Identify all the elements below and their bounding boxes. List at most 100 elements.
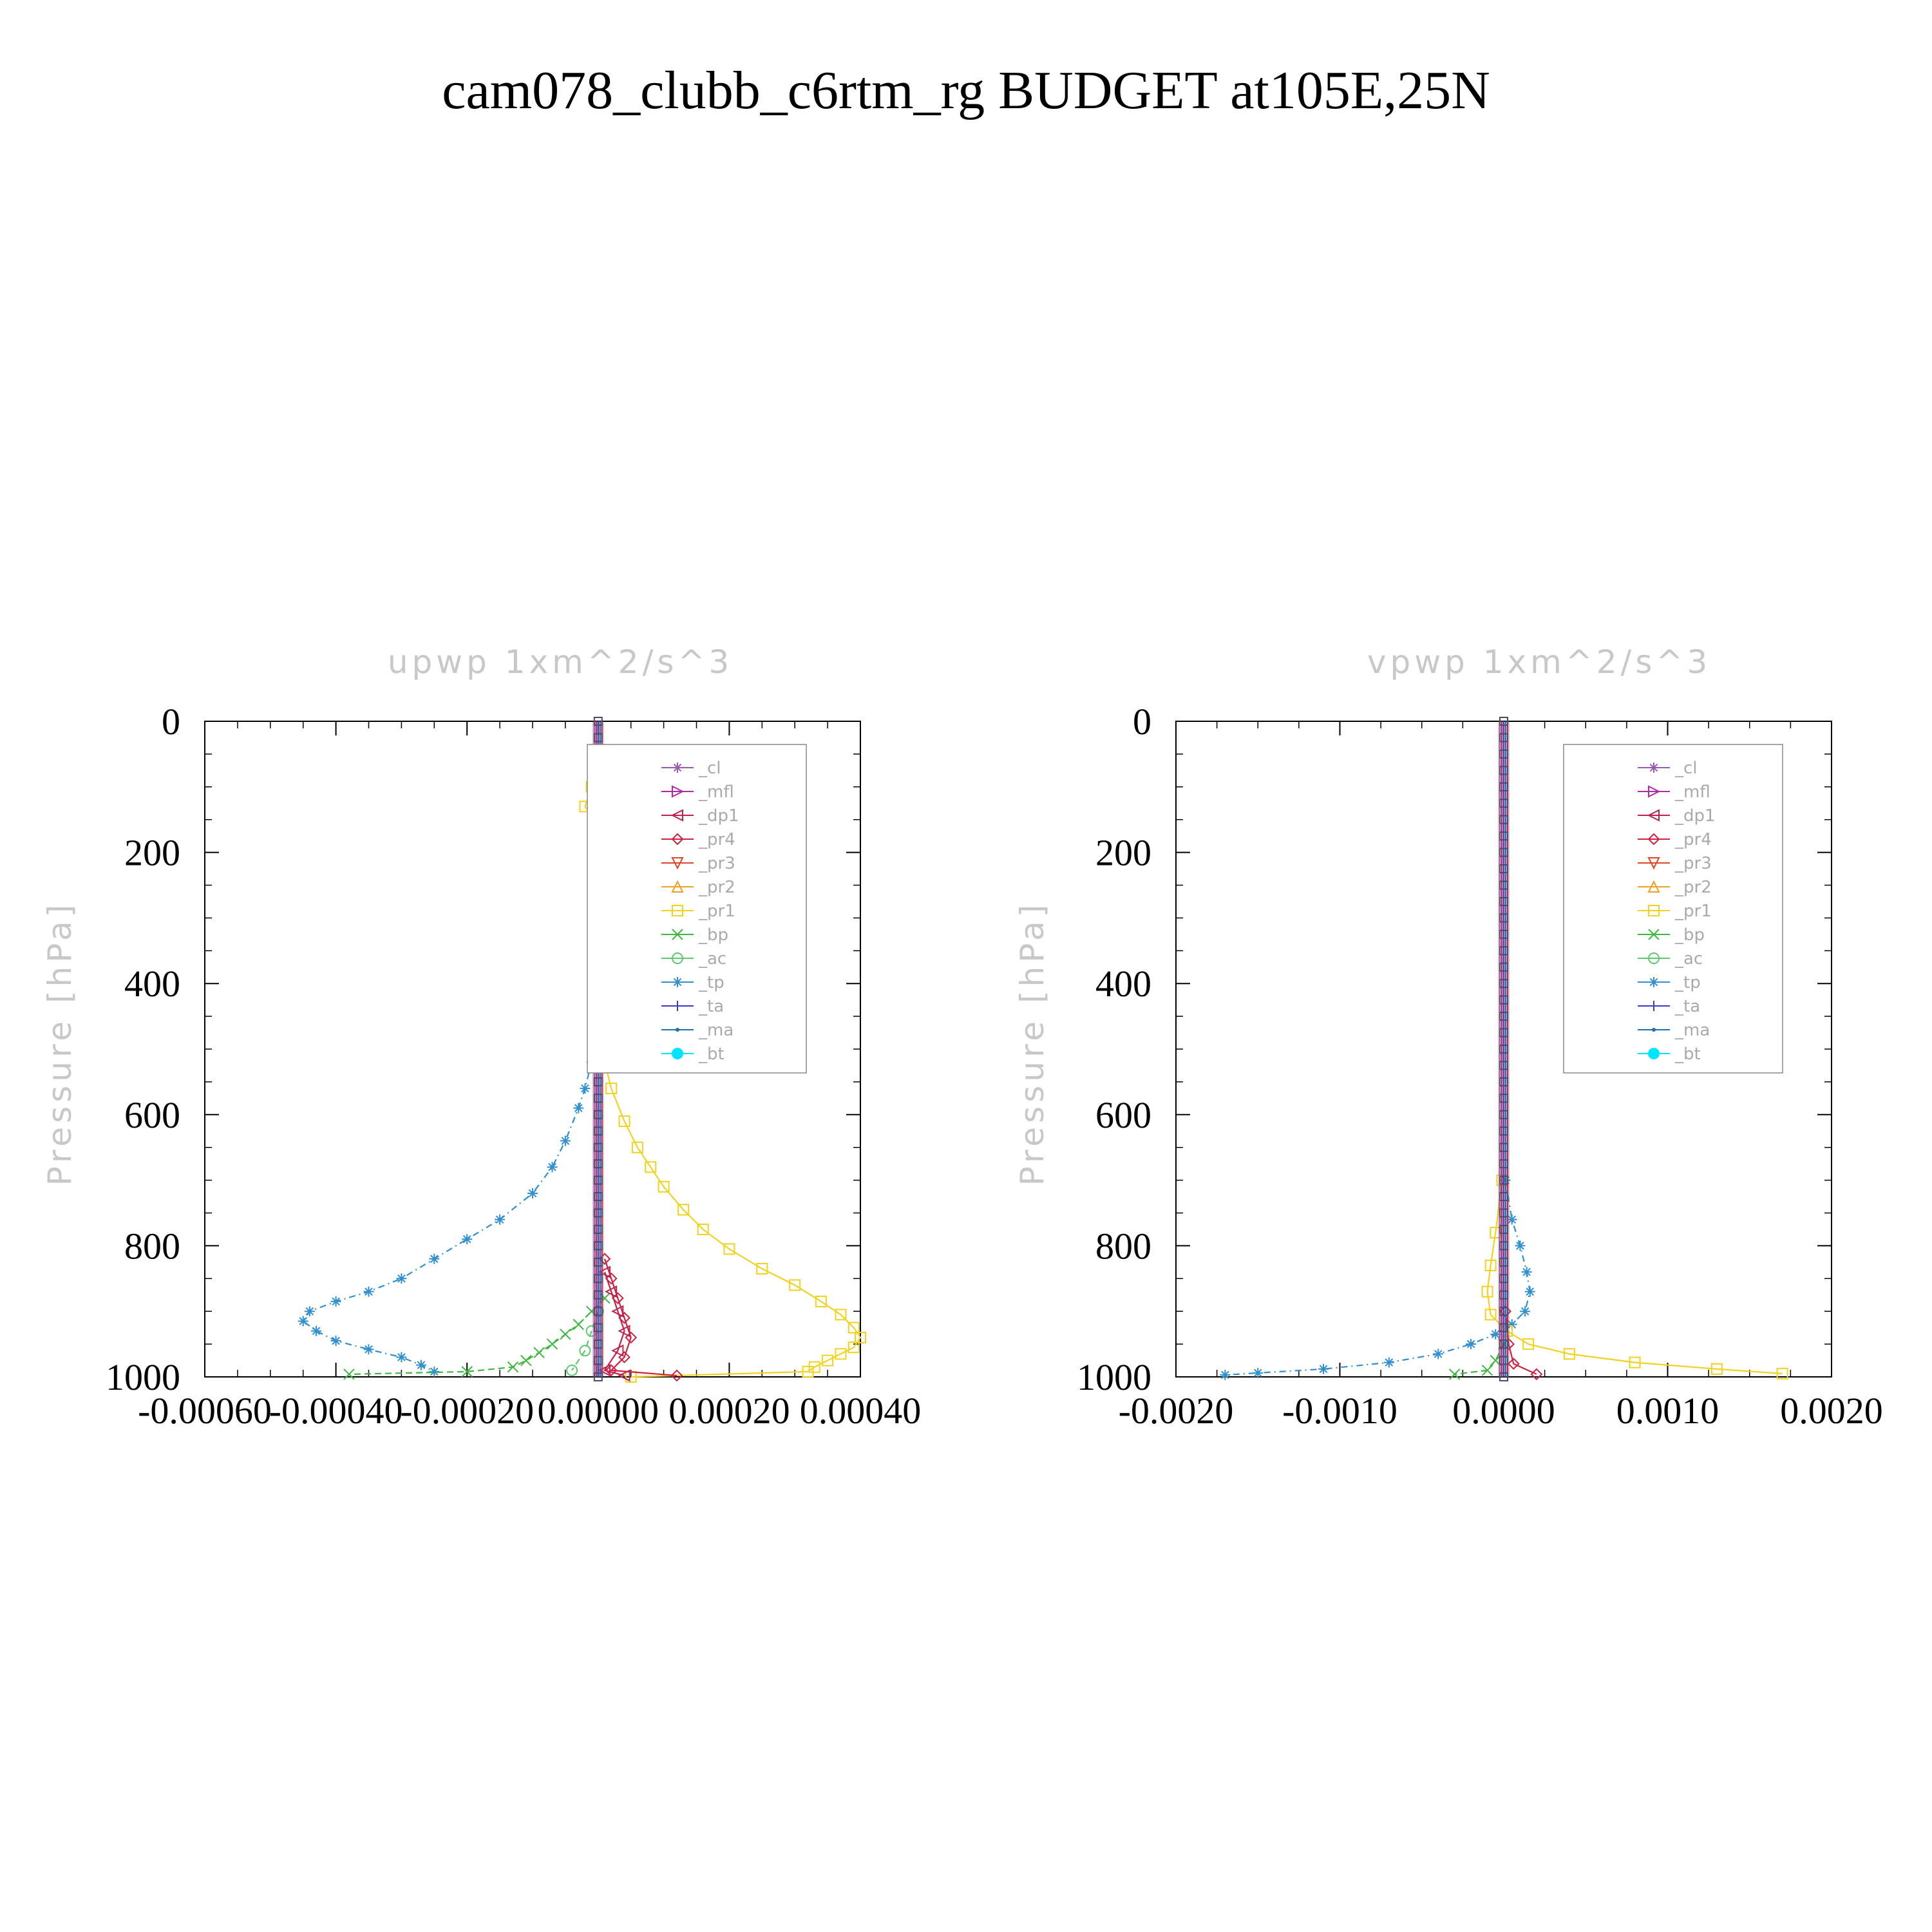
near-zero-marker: [1499, 1045, 1508, 1054]
point-dp1: [618, 1325, 630, 1338]
near-zero-marker: [1499, 782, 1508, 791]
point-pr1: [835, 1348, 847, 1360]
series-line-pr1: [584, 786, 862, 1378]
near-zero-marker: [1499, 1192, 1508, 1202]
near-zero-marker: [1499, 1323, 1508, 1332]
x-tick-label: 0.00040: [800, 1390, 922, 1432]
point-pr1: [822, 1354, 834, 1367]
near-zero-marker: [593, 1192, 603, 1202]
point-pr1: [848, 1341, 860, 1354]
near-zero-marker: [1499, 896, 1508, 906]
legend-marker: [1652, 1028, 1656, 1032]
legend-box: [587, 744, 807, 1074]
y-tick-label: 1000: [106, 1356, 180, 1398]
y-tick-label: 200: [124, 832, 180, 874]
legend-marker: [1648, 929, 1660, 940]
legend-marker: [1648, 905, 1660, 916]
y-tick-label: 400: [124, 963, 180, 1005]
series-line-dp1: [603, 1271, 625, 1377]
legend-marker: [1649, 762, 1659, 773]
legend-marker: [671, 880, 684, 893]
point-dp1: [598, 1265, 611, 1278]
x-tick-label: -0.00060: [138, 1390, 272, 1432]
point-bp: [343, 1368, 355, 1380]
point-pr1: [618, 1115, 630, 1127]
point-tp: [560, 1135, 571, 1146]
legend-marker: [670, 809, 683, 822]
near-zero-marker: [593, 1126, 603, 1136]
near-zero-marker: [1499, 717, 1508, 726]
point-bp: [507, 1361, 519, 1373]
near-zero-marker: [1499, 1290, 1508, 1300]
series-line-bp: [348, 1298, 605, 1376]
near-zero-marker: [1499, 1241, 1508, 1251]
legend-label: _pr2: [1674, 878, 1712, 897]
point-tp: [1521, 1267, 1532, 1278]
point-tp: [1383, 1357, 1394, 1368]
near-zero-marker: [1499, 1208, 1508, 1218]
near-zero-marker: [593, 1077, 603, 1086]
y-axis-label-right: Pressure [hPa]: [1014, 901, 1051, 1186]
legend-label: _dp1: [698, 806, 739, 826]
center-stack-vpwp: [1498, 717, 1510, 1381]
point-pr1: [756, 1263, 768, 1275]
near-zero-marker: [1499, 1356, 1508, 1365]
near-zero-marker: [593, 1290, 603, 1300]
series-line-pr4: [603, 1258, 677, 1377]
point-tp: [363, 1286, 374, 1297]
point-pr1: [1710, 1363, 1723, 1375]
legend-marker: [1649, 1001, 1659, 1011]
near-zero-marker: [1499, 1012, 1508, 1021]
point-tp: [1506, 1319, 1517, 1330]
near-zero-marker: [1499, 1061, 1508, 1070]
point-pr1: [815, 1295, 827, 1307]
near-zero-marker: [593, 1323, 603, 1332]
point-pr1: [1776, 1367, 1788, 1379]
near-zero-marker: [593, 1356, 603, 1365]
point-dp1: [598, 1364, 611, 1377]
near-zero-marker: [593, 1208, 603, 1218]
near-zero-marker: [1499, 995, 1508, 1005]
legend-marker: [1647, 809, 1660, 822]
near-zero-marker: [1499, 733, 1508, 743]
near-zero-marker: [1499, 815, 1508, 824]
x-tick-label: 0.0010: [1616, 1390, 1719, 1432]
legend-marker: [671, 857, 684, 870]
near-zero-marker: [1499, 1028, 1508, 1037]
y-tick-label: 1000: [1077, 1356, 1151, 1398]
legend-marker: [672, 905, 683, 916]
point-pr4: [1530, 1368, 1543, 1381]
near-zero-marker: [1499, 848, 1508, 857]
point-dp1: [611, 1344, 624, 1357]
near-zero-marker: [593, 1110, 603, 1119]
point-pr1: [1629, 1356, 1641, 1368]
point-tp: [396, 1273, 407, 1284]
point-pr1: [1563, 1348, 1575, 1360]
point-tp: [527, 1188, 538, 1198]
point-tp: [573, 1103, 584, 1113]
point-dp1: [611, 1305, 624, 1318]
legend-marker: [1647, 833, 1660, 846]
point-pr1: [802, 1365, 814, 1378]
point-tp: [396, 1352, 407, 1363]
near-zero-marker: [593, 1372, 603, 1381]
point-tp: [298, 1316, 308, 1327]
point-pr1: [1522, 1338, 1535, 1350]
point-tp: [462, 1234, 473, 1245]
legend-marker: [1648, 1048, 1660, 1059]
point-bp: [533, 1347, 545, 1359]
near-zero-marker: [1499, 1257, 1508, 1267]
point-tp: [547, 1162, 558, 1173]
chart-panel-upwp: upwp 1xm^2/s^3 Pressure [hPa] 0 200 400 600…: [41, 643, 921, 1432]
point-bp: [461, 1366, 473, 1378]
point-pr4: [605, 1364, 618, 1377]
point-tp: [363, 1344, 374, 1355]
legend-vpwp: _cl _mfl _dp1 _pr4 _pr3 _pr2 _pr1 _bp _ac _tp _ta _…: [1563, 744, 1783, 1074]
point-bp: [546, 1338, 558, 1350]
legend-label: _bt: [698, 1045, 724, 1064]
point-tp: [580, 1083, 591, 1094]
near-zero-marker: [593, 1274, 603, 1283]
point-pr1: [835, 1309, 847, 1321]
series-line-tp: [1225, 1180, 1531, 1376]
